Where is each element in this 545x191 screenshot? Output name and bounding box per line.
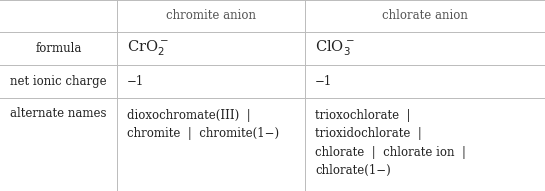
Text: −1: −1 xyxy=(315,75,332,88)
Text: chromite anion: chromite anion xyxy=(166,9,256,22)
Text: chlorate anion: chlorate anion xyxy=(382,9,468,22)
Text: ClO$_3^-$: ClO$_3^-$ xyxy=(315,38,354,58)
Text: net ionic charge: net ionic charge xyxy=(10,75,107,88)
Text: alternate names: alternate names xyxy=(10,107,107,120)
Text: dioxochromate(III)  |
chromite  |  chromite(1−): dioxochromate(III) | chromite | chromite… xyxy=(127,109,279,140)
Text: formula: formula xyxy=(35,42,82,55)
Text: −1: −1 xyxy=(127,75,144,88)
Text: CrO$_2^-$: CrO$_2^-$ xyxy=(127,38,169,58)
Text: trioxochlorate  |
trioxidochlorate  |
chlorate  |  chlorate ion  |
chlorate(1−): trioxochlorate | trioxidochlorate | chlo… xyxy=(315,109,466,177)
